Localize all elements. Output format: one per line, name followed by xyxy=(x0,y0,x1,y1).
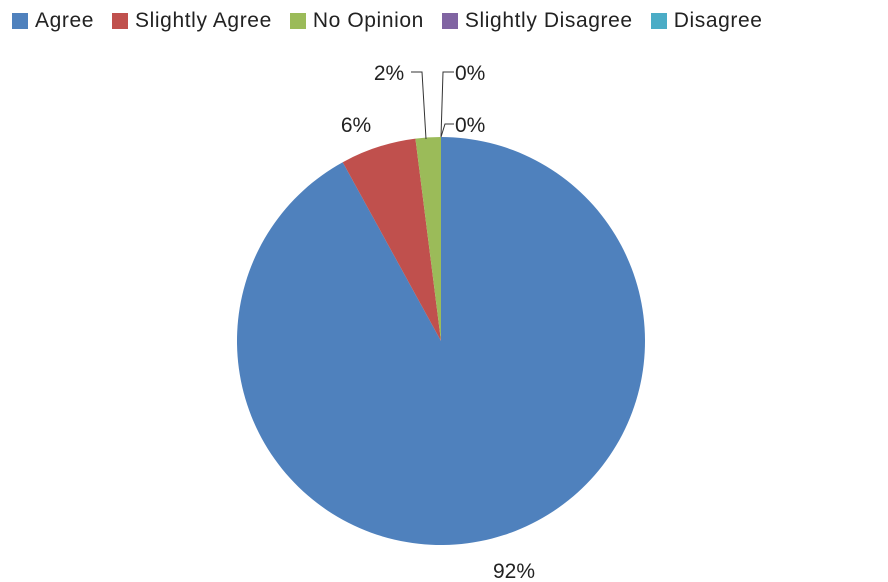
legend-label: Disagree xyxy=(673,9,763,32)
legend-swatch xyxy=(441,13,458,29)
pie-slice-slightly-agree xyxy=(342,138,441,341)
leader-line-disagree xyxy=(440,123,454,138)
legend-item-agree: Agree xyxy=(12,9,94,33)
legend-label: Slightly Disagree xyxy=(464,9,633,32)
legend-label: Slightly Agree xyxy=(135,9,272,32)
leader-line-slightly-disagree xyxy=(440,71,454,138)
data-label-no-opinion: 2% xyxy=(374,62,404,85)
legend-item-disagree: Disagree xyxy=(650,9,763,33)
legend-label: Agree xyxy=(35,9,95,32)
legend-item-slightly-disagree: Slightly Disagree xyxy=(441,9,633,33)
data-label-agree: 92% xyxy=(493,560,535,582)
legend-swatch xyxy=(112,13,129,29)
data-label-slightly-disagree: 0% xyxy=(455,62,485,85)
legend-swatch xyxy=(12,13,28,29)
legend-item-slightly-agree: Slightly Agree xyxy=(112,9,272,33)
data-label-disagree: 0% xyxy=(455,114,485,137)
leader-line-no-opinion xyxy=(411,71,427,140)
legend: Agree Slightly Agree No Opinion Slightly Di… xyxy=(0,4,888,38)
legend-swatch xyxy=(289,13,306,29)
legend-label: No Opinion xyxy=(312,9,424,32)
data-label-slightly-agree: 6% xyxy=(341,114,371,137)
legend-swatch xyxy=(650,13,667,29)
pie-slice-no-opinion xyxy=(415,137,441,341)
legend-item-no-opinion: No Opinion xyxy=(289,9,424,33)
